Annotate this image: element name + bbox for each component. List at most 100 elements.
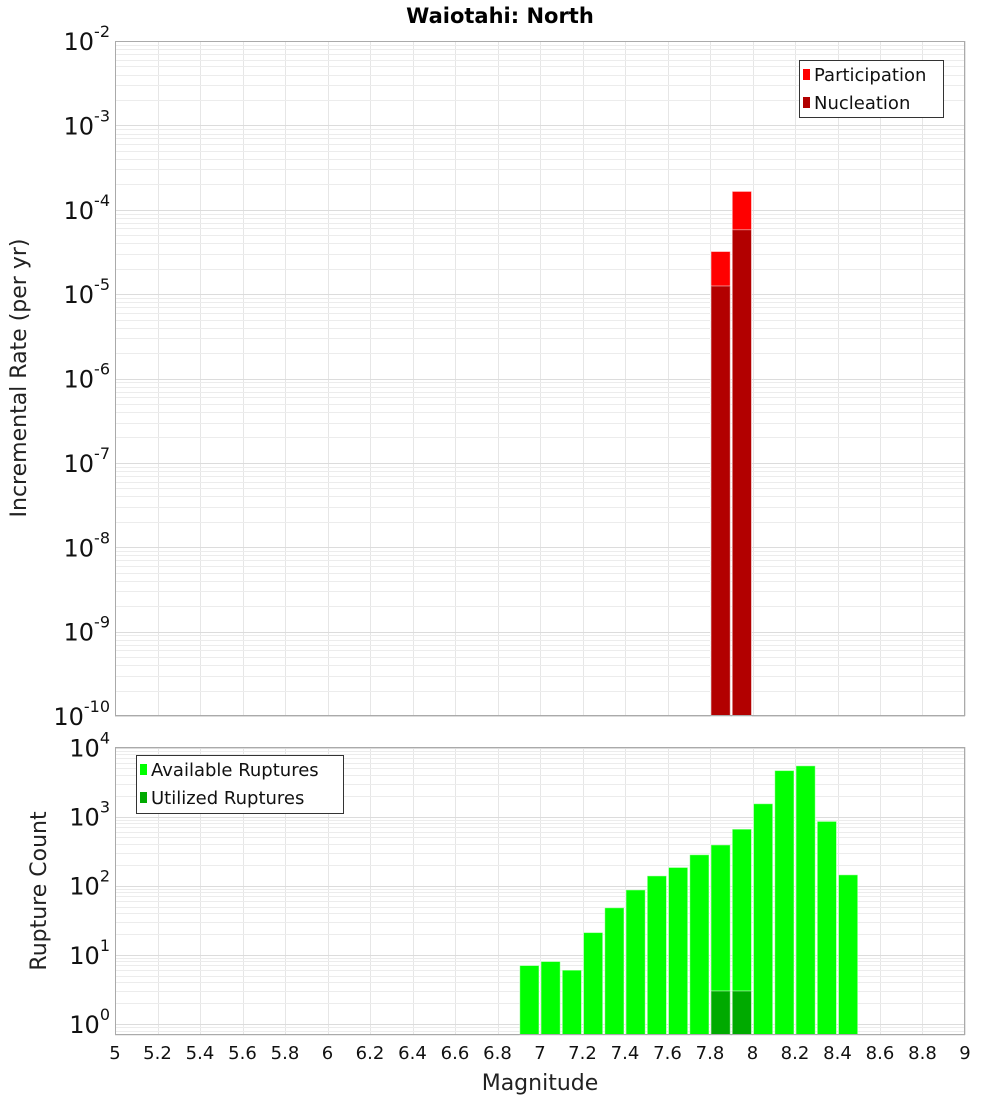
y-tick-exponent: 0 [100, 1005, 110, 1024]
bar [561, 969, 582, 1036]
y-tick-label: 10-10 [53, 697, 110, 731]
gridlines [115, 41, 966, 717]
y-tick-label: 102 [69, 867, 110, 901]
y-tick-exponent: -3 [94, 106, 110, 125]
y-tick-label: 104 [69, 729, 110, 763]
y-tick-label: 103 [69, 798, 110, 832]
rate-chart: 10-1010-910-810-710-610-510-410-310-2Par… [53, 22, 966, 731]
y-tick-exponent: -7 [94, 444, 110, 463]
y-tick-label: 10-4 [64, 191, 111, 225]
x-tick-label: 9 [959, 1043, 970, 1064]
bar [689, 854, 710, 1036]
y-tick-base: 10 [69, 804, 100, 832]
y-tick-exponent: 2 [100, 867, 110, 886]
x-tick-label: 6.8 [483, 1043, 512, 1064]
bar [795, 765, 816, 1036]
x-tick-label: 8.2 [781, 1043, 810, 1064]
x-axis-label: Magnitude [482, 1071, 599, 1096]
legend-label: Nucleation [814, 93, 910, 114]
y-tick-base: 10 [69, 942, 100, 970]
y-tick-label: 100 [69, 1005, 110, 1039]
y-tick-base: 10 [64, 450, 95, 478]
x-tick-label: 8.6 [866, 1043, 895, 1064]
y-tick-exponent: -10 [84, 697, 110, 716]
x-tick-label: 5 [109, 1043, 120, 1064]
legend-swatch [803, 97, 810, 108]
y-tick-base: 10 [64, 534, 95, 562]
bar [838, 874, 859, 1036]
y-tick-exponent: -9 [94, 613, 110, 632]
bottom-y-axis-label: Rupture Count [27, 811, 52, 971]
y-tick-exponent: 3 [100, 798, 110, 817]
bar [646, 875, 667, 1036]
legend-box [136, 755, 344, 814]
y-tick-base: 10 [64, 619, 95, 647]
x-tick-label: 7.4 [611, 1043, 640, 1064]
y-tick-exponent: -6 [94, 360, 110, 379]
x-tick-label: 8.4 [823, 1043, 852, 1064]
legend: Available Ruptures Utilized Ruptures [136, 755, 344, 814]
legend-label: Participation [814, 65, 926, 86]
y-tick-base: 10 [64, 197, 95, 225]
y-tick-base: 10 [64, 28, 95, 56]
bar [583, 932, 604, 1036]
x-tick-label: 6.2 [356, 1043, 385, 1064]
bar [710, 990, 731, 1036]
y-tick-label: 10-7 [64, 444, 111, 478]
x-tick-label: 7.8 [696, 1043, 725, 1064]
bar [816, 820, 837, 1036]
y-tick-label: 10-2 [64, 22, 111, 56]
bar [731, 990, 752, 1036]
y-tick-exponent: -2 [94, 22, 110, 41]
legend-swatch [140, 792, 147, 803]
x-tick-label: 6.6 [441, 1043, 470, 1064]
bar [540, 960, 561, 1036]
x-tick-label: 7.2 [568, 1043, 597, 1064]
bar [519, 964, 540, 1036]
y-tick-label: 10-3 [64, 106, 111, 140]
y-tick-label: 10-6 [64, 360, 111, 394]
x-tick-label: 5.6 [228, 1043, 257, 1064]
y-tick-base: 10 [64, 366, 95, 394]
y-tick-label: 10-5 [64, 275, 111, 309]
y-tick-label: 10-8 [64, 528, 111, 562]
y-tick-label: 101 [69, 936, 110, 970]
x-tick-label: 5.2 [143, 1043, 172, 1064]
x-tick-label: 7 [534, 1043, 545, 1064]
y-tick-exponent: -4 [94, 191, 110, 210]
legend-box [799, 60, 944, 118]
legend: Participation Nucleation [799, 60, 944, 118]
bar [753, 803, 774, 1036]
y-tick-label: 10-9 [64, 613, 111, 647]
x-tick-label: 6.4 [398, 1043, 427, 1064]
y-tick-base: 10 [53, 703, 84, 731]
y-tick-exponent: 4 [100, 729, 110, 748]
legend-label: Utilized Ruptures [151, 788, 304, 809]
bar [604, 907, 625, 1036]
bar [625, 889, 646, 1036]
x-tick-label: 5.4 [186, 1043, 215, 1064]
plot-border [115, 747, 965, 1035]
x-tick-label: 8 [747, 1043, 758, 1064]
y-tick-base: 10 [69, 735, 100, 763]
x-tick-label: 5.8 [271, 1043, 300, 1064]
top-y-axis-label: Incremental Rate (per yr) [7, 239, 32, 518]
bar [668, 866, 689, 1036]
bar [731, 229, 752, 717]
y-tick-base: 10 [69, 873, 100, 901]
legend-label: Available Ruptures [151, 760, 319, 781]
y-tick-exponent: 1 [100, 936, 110, 955]
y-tick-exponent: -8 [94, 528, 110, 547]
x-tick-label: 7.6 [653, 1043, 682, 1064]
legend-swatch [140, 764, 147, 775]
series-nucleation [710, 229, 752, 717]
y-tick-base: 10 [64, 112, 95, 140]
bar [710, 285, 731, 717]
plot-border [115, 41, 965, 716]
x-tick-label: 6 [322, 1043, 333, 1064]
y-tick-exponent: -5 [94, 275, 110, 294]
bar [774, 770, 795, 1036]
y-tick-base: 10 [69, 1011, 100, 1039]
